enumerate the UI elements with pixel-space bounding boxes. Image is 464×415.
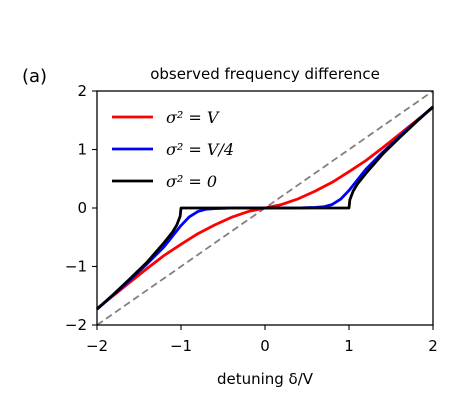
- x-tick-label: −2: [86, 337, 108, 355]
- x-axis-label: detuning δ/V: [217, 370, 314, 388]
- series-line-sigma-0: [96, 105, 434, 311]
- x-axis-ticks: −2 −1 0 1 2: [86, 325, 438, 355]
- y-tick-label: −1: [65, 258, 87, 276]
- x-tick-label: 2: [428, 337, 438, 355]
- y-tick-label: 0: [77, 199, 87, 217]
- y-tick-label: 2: [77, 82, 87, 100]
- x-tick-label: 0: [260, 337, 270, 355]
- chart-title: observed frequency difference: [150, 65, 380, 83]
- x-tick-label: −1: [170, 337, 192, 355]
- y-axis-ticks: −2 −1 0 1 2: [65, 82, 97, 334]
- legend: σ² = V σ² = V/4 σ² = 0: [112, 108, 234, 191]
- y-tick-label: −2: [65, 316, 87, 334]
- x-tick-label: 1: [344, 337, 354, 355]
- legend-label-sigma-0: σ² = 0: [166, 172, 217, 191]
- plot-area: [96, 90, 434, 326]
- legend-label-sigma-v: σ² = V: [166, 108, 220, 127]
- series-lines: [96, 105, 434, 311]
- panel-label: (a): [22, 66, 47, 87]
- y-tick-label: 1: [77, 141, 87, 159]
- legend-label-sigma-v4: σ² = V/4: [166, 140, 234, 159]
